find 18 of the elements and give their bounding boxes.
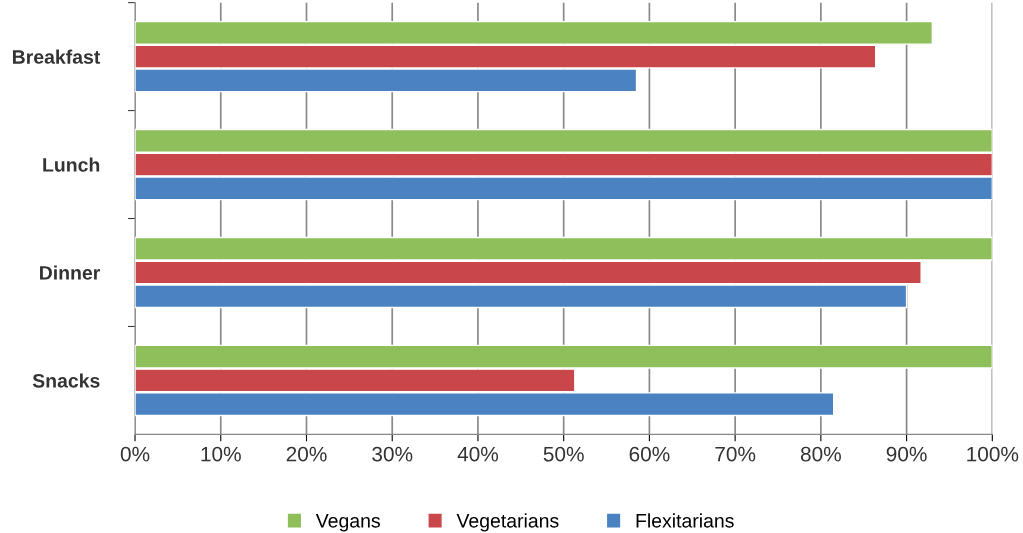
x-tick-label: 40% (457, 446, 499, 462)
x-tick-label: 0% (120, 446, 150, 462)
y-tick-label: Breakfast (12, 49, 101, 64)
x-tick-label: 30% (372, 446, 413, 462)
y-tick-label: Dinner (40, 265, 101, 280)
x-tick-label: 100% (967, 446, 1019, 462)
legend-label: Vegans (315, 514, 380, 532)
x-tick-label: 80% (800, 446, 841, 462)
y-tick-label: Lunch (43, 157, 100, 172)
x-tick-label: 90% (886, 446, 927, 462)
y-tick-label: Snacks (32, 373, 100, 388)
x-tick-label: 60% (629, 446, 670, 462)
x-tick-label: 10% (201, 446, 241, 462)
x-tick-label: 70% (715, 446, 756, 462)
legend-label: Vegetarians (456, 513, 559, 532)
x-tick-label: 20% (286, 446, 327, 462)
x-tick-label: 50% (543, 446, 584, 462)
legend-label: Flexitarians (636, 513, 734, 528)
